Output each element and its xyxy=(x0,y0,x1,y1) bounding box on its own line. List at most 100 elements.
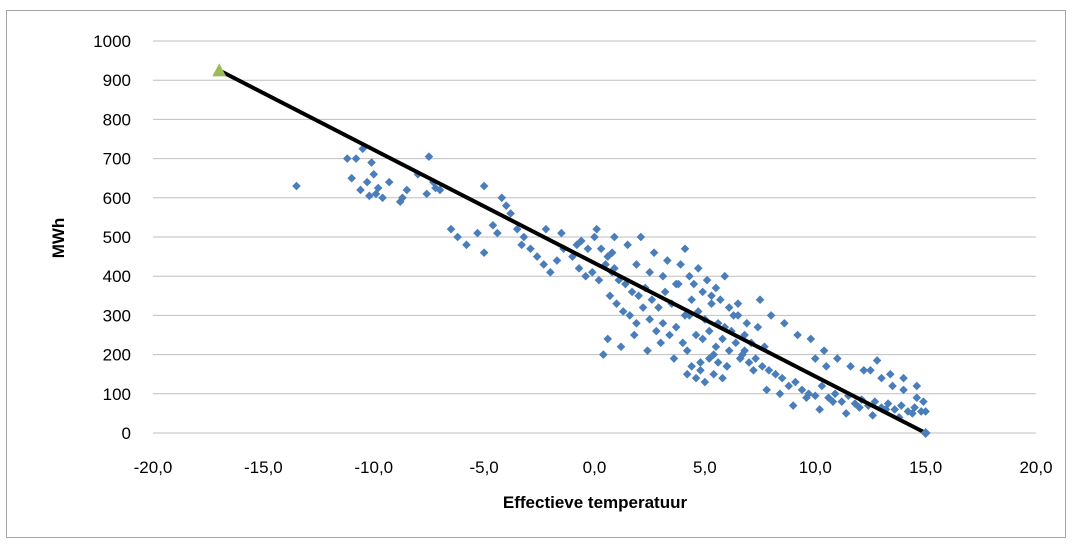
data-point xyxy=(526,244,535,254)
data-point xyxy=(780,318,789,328)
highlight-points xyxy=(212,63,931,438)
y-tick-label: 100 xyxy=(103,385,131,404)
data-point xyxy=(587,267,597,277)
data-point xyxy=(645,267,654,277)
data-point xyxy=(616,342,626,352)
x-tick-label: 10,0 xyxy=(799,458,832,477)
data-point xyxy=(711,283,721,293)
data-point xyxy=(685,271,694,281)
data-point xyxy=(693,264,703,273)
data-point xyxy=(872,356,882,365)
y-tick-label: 800 xyxy=(103,110,131,129)
data-point xyxy=(453,232,462,242)
data-points xyxy=(292,144,930,422)
data-point xyxy=(766,311,776,320)
data-point xyxy=(713,358,723,367)
data-point xyxy=(877,373,886,383)
data-point xyxy=(680,244,690,254)
data-point xyxy=(899,373,908,383)
data-point xyxy=(599,350,608,359)
data-point xyxy=(652,326,661,336)
data-point xyxy=(912,381,922,391)
data-point xyxy=(707,299,716,308)
data-point xyxy=(610,232,619,242)
data-point xyxy=(718,373,727,383)
data-point xyxy=(819,346,829,355)
data-point xyxy=(424,152,434,161)
data-point xyxy=(711,342,721,352)
data-point xyxy=(704,354,714,363)
chart-frame xyxy=(6,10,1066,538)
data-point xyxy=(539,260,549,269)
triangle-marker xyxy=(212,63,227,77)
data-point xyxy=(557,228,566,238)
data-point xyxy=(691,330,701,340)
data-point xyxy=(506,209,515,218)
data-point xyxy=(890,405,900,414)
data-point xyxy=(663,256,672,265)
data-point xyxy=(629,330,639,340)
data-point xyxy=(603,252,613,261)
data-point xyxy=(757,362,767,371)
data-point xyxy=(762,385,771,395)
data-point xyxy=(618,307,628,316)
data-point xyxy=(696,365,705,375)
data-point xyxy=(897,401,906,410)
data-point xyxy=(788,401,798,410)
data-point xyxy=(888,381,897,391)
data-point xyxy=(702,275,712,285)
y-tick-labels: 0 100 200 300 400 500 600 700 800 900 1000 xyxy=(93,32,131,443)
data-point xyxy=(910,403,919,412)
trendline xyxy=(217,68,928,435)
x-axis-title: Effectieve temperatuur xyxy=(503,493,688,512)
data-point xyxy=(446,224,456,234)
x-tick-label: 5,0 xyxy=(693,458,717,477)
data-point xyxy=(356,185,365,195)
data-point xyxy=(669,354,679,363)
data-point xyxy=(802,393,811,403)
data-point xyxy=(700,377,710,387)
data-point xyxy=(729,311,738,320)
data-point xyxy=(632,318,641,328)
diamond-marker xyxy=(920,428,931,438)
data-point xyxy=(435,185,445,195)
data-point xyxy=(497,193,507,203)
data-point xyxy=(881,405,891,414)
data-point xyxy=(634,291,643,301)
data-point xyxy=(473,228,482,238)
data-point xyxy=(687,295,696,305)
y-tick-label: 1000 xyxy=(93,32,131,51)
data-point xyxy=(731,338,741,348)
data-point xyxy=(590,232,599,242)
data-point xyxy=(607,248,617,257)
data-point xyxy=(817,381,827,391)
y-tick-label: 600 xyxy=(103,189,131,208)
data-point xyxy=(868,411,877,420)
data-point xyxy=(713,318,723,328)
data-point xyxy=(797,385,807,395)
data-point xyxy=(658,271,668,281)
data-point xyxy=(625,311,635,320)
data-point xyxy=(671,279,681,289)
data-point xyxy=(764,365,774,375)
data-point xyxy=(596,244,606,254)
data-point xyxy=(546,267,555,277)
data-point xyxy=(292,181,301,191)
data-point xyxy=(855,403,864,412)
data-point xyxy=(698,287,707,297)
data-point xyxy=(793,330,802,340)
data-point xyxy=(784,381,794,391)
data-point xyxy=(886,369,895,379)
data-point xyxy=(488,220,498,230)
data-point xyxy=(592,224,602,234)
data-point xyxy=(517,240,526,250)
data-point xyxy=(649,248,659,257)
data-point xyxy=(841,409,851,418)
x-tick-label: 15,0 xyxy=(909,458,942,477)
data-point xyxy=(685,311,694,320)
data-point xyxy=(654,303,663,312)
data-point xyxy=(724,346,734,355)
data-point xyxy=(815,405,824,414)
data-point xyxy=(821,362,831,371)
